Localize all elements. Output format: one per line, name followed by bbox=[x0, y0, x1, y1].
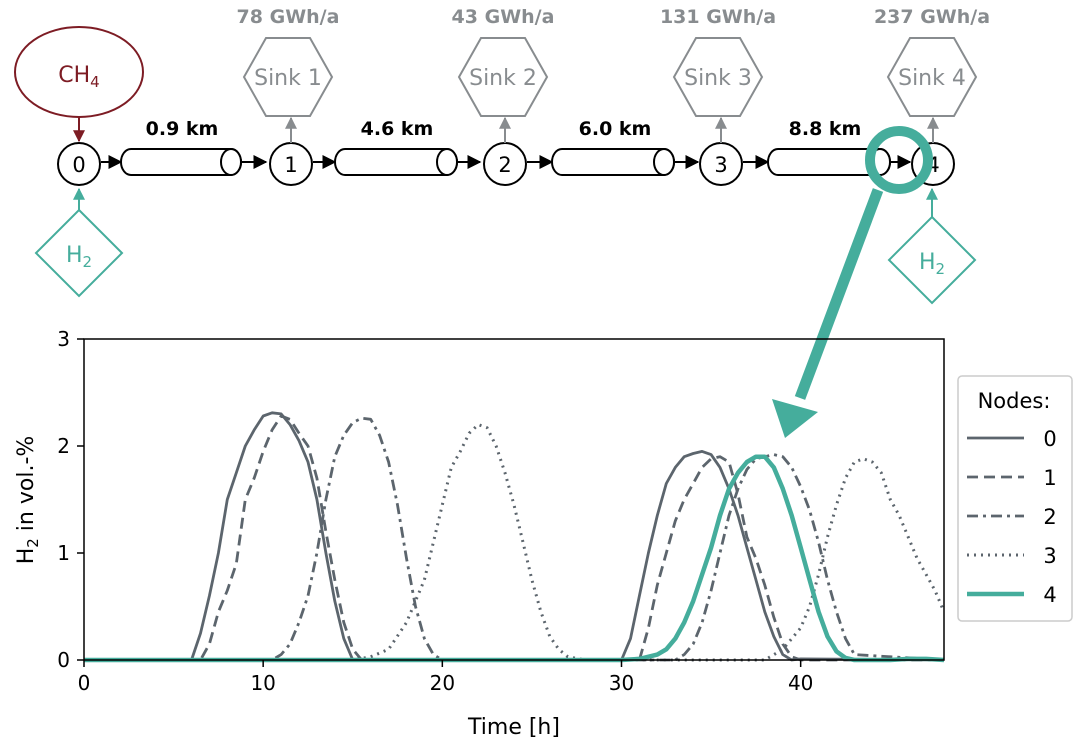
node-0: 0 bbox=[57, 142, 101, 186]
h2-source-node-0: H2 bbox=[34, 187, 124, 298]
h2-label: H2 bbox=[919, 250, 945, 278]
node-2: 2 bbox=[483, 142, 527, 186]
h2-source-node-4: H2 bbox=[887, 187, 977, 305]
x-tick-label: 20 bbox=[430, 671, 455, 695]
y-tick-label: 1 bbox=[57, 541, 70, 565]
sink-label: Sink 3 bbox=[684, 66, 752, 91]
sink-demand: 131 GWh/a bbox=[660, 6, 776, 28]
legend-label-node-1: 1 bbox=[1043, 466, 1056, 490]
legend-label-node-0: 0 bbox=[1043, 427, 1056, 451]
series-line-node-3 bbox=[84, 423, 946, 662]
sink-hexagon bbox=[886, 37, 978, 117]
node-circle bbox=[57, 142, 101, 186]
pipe-2-3: 6.0 km bbox=[527, 118, 700, 176]
sink-demand: 237 GWh/a bbox=[874, 6, 990, 28]
sink-hexagon bbox=[672, 37, 764, 117]
x-tick-label: 10 bbox=[250, 671, 275, 695]
y-axis-label: H2 in vol.-% bbox=[14, 436, 42, 565]
x-tick-label: 0 bbox=[78, 671, 91, 695]
sink-1: 78 GWh/a Sink 1 bbox=[237, 6, 340, 143]
sink-2: 43 GWh/a Sink 2 bbox=[452, 6, 555, 143]
sink-label: Sink 2 bbox=[469, 66, 537, 91]
sink-hexagon bbox=[242, 37, 334, 117]
sink-hexagon bbox=[457, 37, 549, 117]
h2-diamond bbox=[34, 208, 124, 298]
legend: Nodes: 0 1 2 3 4 bbox=[957, 375, 1073, 622]
pipe-3-4: 8.8 km bbox=[743, 118, 912, 176]
sink-label: Sink 1 bbox=[254, 66, 322, 91]
legend-label-node-3: 3 bbox=[1043, 544, 1056, 568]
series-layer bbox=[84, 411, 946, 663]
series-line-node-1 bbox=[84, 414, 944, 662]
x-tick-label: 30 bbox=[609, 671, 634, 695]
pipe-length-label: 6.0 km bbox=[579, 118, 652, 140]
pipe-length-label: 0.9 km bbox=[146, 118, 219, 140]
sink-demand: 43 GWh/a bbox=[452, 6, 555, 28]
pipe-0-1: 0.9 km bbox=[101, 118, 268, 176]
pipe-end bbox=[220, 148, 242, 176]
ch4-source: CH4 bbox=[14, 26, 144, 143]
highlight-arrow-shaft bbox=[794, 188, 884, 400]
pipe-end bbox=[653, 148, 675, 176]
legend-label-node-2: 2 bbox=[1043, 505, 1056, 529]
node-label: 0 bbox=[72, 153, 85, 177]
highlight-arrow-head bbox=[772, 399, 818, 438]
sink-3: 131 GWh/a Sink 3 bbox=[660, 6, 776, 143]
ch4-label: CH4 bbox=[58, 63, 99, 91]
sink-4: 237 GWh/a Sink 4 bbox=[874, 6, 990, 143]
legend-title: Nodes: bbox=[978, 389, 1051, 413]
h2-diamond bbox=[887, 215, 977, 305]
y-tick-label: 2 bbox=[57, 434, 70, 458]
legend-label-node-4: 4 bbox=[1043, 583, 1056, 607]
pipe-length-label: 4.6 km bbox=[361, 118, 434, 140]
highlight-ring bbox=[865, 126, 933, 194]
node-label: 3 bbox=[714, 153, 727, 177]
node-label: 1 bbox=[284, 153, 297, 177]
sink-demand: 78 GWh/a bbox=[237, 6, 340, 28]
y-axis: 0 1 2 3 bbox=[57, 327, 84, 672]
pipe-1-2: 4.6 km bbox=[313, 118, 482, 176]
x-axis: 0 10 20 30 40 bbox=[78, 660, 813, 695]
pipe-end bbox=[436, 148, 458, 176]
x-axis-label: Time [h] bbox=[467, 715, 560, 740]
node-4-highlight bbox=[772, 126, 933, 438]
node-label: 2 bbox=[498, 153, 511, 177]
y-tick-label: 0 bbox=[57, 648, 70, 672]
node-1: 1 bbox=[269, 142, 313, 186]
y-tick-label: 3 bbox=[57, 327, 70, 351]
h2-label: H2 bbox=[66, 243, 92, 271]
sink-label: Sink 4 bbox=[898, 66, 966, 91]
x-tick-label: 40 bbox=[788, 671, 813, 695]
legend-items: 0 1 2 3 4 bbox=[967, 427, 1057, 607]
series-line-node-0 bbox=[84, 411, 945, 662]
series-line-node-4 bbox=[84, 454, 945, 663]
network-diagram: CH4 H2 H2 0.9 km 4.6 km bbox=[14, 6, 990, 438]
series-line-node-2 bbox=[84, 416, 945, 662]
pipe-length-label: 8.8 km bbox=[789, 118, 862, 140]
plot-frame bbox=[83, 338, 945, 661]
node-3: 3 bbox=[699, 142, 743, 186]
